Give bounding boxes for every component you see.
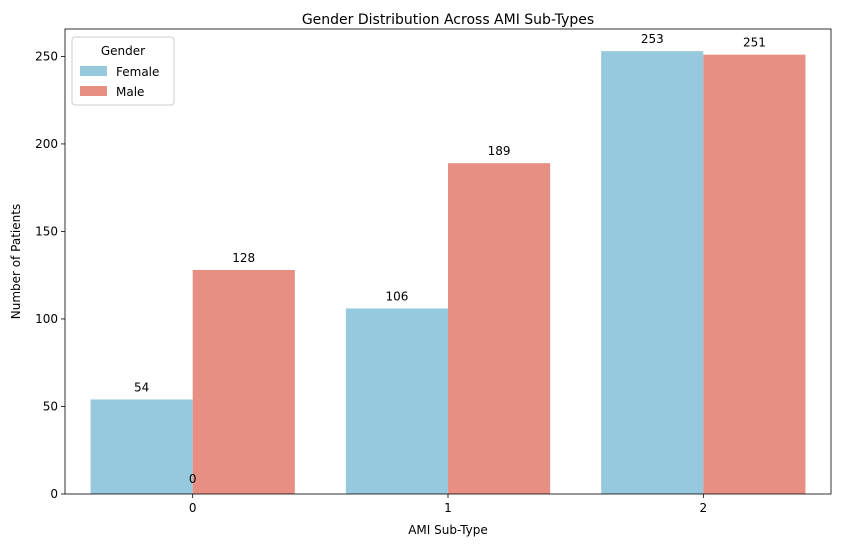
legend-label-male: Male (116, 85, 144, 99)
data-label-female-2: 253 (641, 32, 664, 46)
x-tick-label: 1 (444, 501, 452, 515)
y-axis: 0 50 100 150 200 250 (35, 49, 65, 501)
legend-title: Gender (101, 44, 145, 58)
y-tick-label: 150 (35, 224, 58, 238)
bar-male-0 (192, 269, 295, 494)
y-tick-label: 0 (50, 487, 58, 501)
zero-annotation-label: 0 (189, 472, 197, 486)
data-label-male-2: 251 (743, 36, 766, 50)
data-label-male-1: 189 (488, 144, 511, 158)
bar-male-2 (703, 54, 806, 494)
y-tick-label: 100 (35, 312, 58, 326)
legend-label-female: Female (116, 65, 159, 79)
bar-female-0 (90, 399, 193, 494)
chart-title: Gender Distribution Across AMI Sub-Types (302, 12, 594, 28)
y-tick-label: 200 (35, 137, 58, 151)
bar-female-1 (345, 308, 448, 494)
bar-male-1 (448, 163, 551, 494)
x-axis-label: AMI Sub-Type (408, 523, 488, 537)
y-tick-label: 250 (35, 49, 58, 63)
data-label-male-0: 128 (232, 251, 255, 265)
legend-swatch-female (80, 66, 107, 76)
data-labels: 54 128 106 189 253 251 0 (134, 32, 766, 486)
legend-swatch-male (80, 86, 107, 96)
data-label-female-0: 54 (134, 380, 149, 394)
y-axis-label: Number of Patients (9, 204, 23, 319)
bars-layer (90, 51, 806, 495)
x-tick-label: 0 (189, 501, 197, 515)
x-tick-label: 2 (700, 501, 708, 515)
y-tick-label: 50 (43, 399, 58, 413)
legend: Gender Female Male (71, 36, 175, 106)
plot-frame (64, 28, 832, 495)
bar-female-2 (601, 51, 704, 495)
data-label-female-1: 106 (385, 289, 408, 303)
x-axis: 0 1 2 (189, 494, 707, 515)
